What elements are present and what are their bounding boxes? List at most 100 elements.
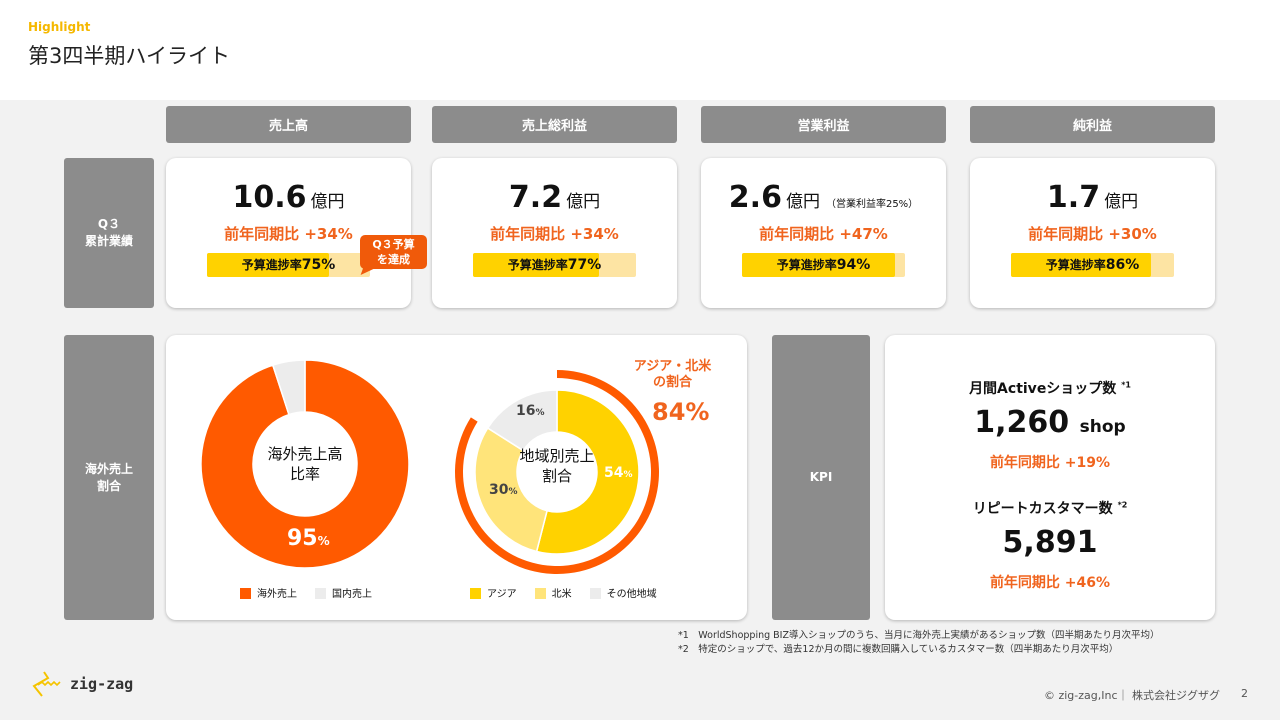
metric-yoy: 前年同期比 +30%: [1028, 225, 1157, 243]
footnote: *1 WorldShopping BIZ導入ショップのうち、当月に海外売上実績が…: [678, 630, 1160, 641]
budget-progress-fill: [1011, 253, 1152, 277]
label-other: 16%: [516, 403, 545, 419]
shops-unit: shop: [1079, 417, 1126, 437]
eyebrow: Highlight: [28, 20, 91, 34]
shops-yoy: 前年同期比 +19%: [989, 455, 1111, 471]
donut2-title: 地域別売上 割合: [519, 447, 595, 485]
donut1-label: 95%: [287, 526, 330, 551]
shops-label-row: 月間Activeショップ数 *1: [885, 378, 1215, 398]
donut1-slice-1: [271, 359, 306, 416]
metric-card: 2.6 億円 （営業利益率25%） 前年同期比 +47% 予算進捗率94%: [701, 158, 946, 308]
budget-progress-fill: [742, 253, 896, 277]
budget-label: 予算進捗率: [1045, 258, 1106, 272]
donut2-slice-1: [474, 427, 548, 553]
budget-progress-bar: 予算進捗率75%: [207, 253, 370, 277]
metric-value-row: 10.6 億円: [166, 180, 411, 215]
col-net-profit: 純利益: [970, 106, 1215, 143]
metric-card: 10.6 億円 前年同期比 +34% 予算進捗率75%: [166, 158, 411, 308]
repeat-yoy: 前年同期比 +46%: [989, 575, 1111, 591]
budget-achieved-callout: Q３予算 を達成: [360, 235, 427, 269]
repeat-label-row: リピートカスタマー数 *2: [885, 498, 1215, 518]
legend-label: アジア: [487, 589, 517, 600]
repeat-mark: *2: [1117, 500, 1128, 510]
legend-label: 海外売上: [257, 589, 297, 600]
budget-progress-bar: 予算進捗率86%: [1011, 253, 1174, 277]
logo: zig-zag: [32, 670, 133, 698]
budget-value: 77%: [567, 257, 602, 273]
shops-mark: *1: [1121, 380, 1131, 390]
legend-item: その他地域: [589, 585, 657, 600]
donut1-value: 95: [287, 526, 318, 551]
metric-yoy: 前年同期比 +34%: [490, 225, 619, 243]
metric-value: 10.6: [232, 180, 307, 215]
footnotes: *1 WorldShopping BIZ導入ショップのうち、当月に海外売上実績が…: [678, 629, 1159, 657]
unit: %: [623, 470, 633, 480]
row-label-q3: Q３ 累計業績: [64, 158, 154, 308]
budget-value: 94%: [836, 257, 871, 273]
legend-item: 海外売上: [240, 585, 297, 600]
legend-label: その他地域: [606, 589, 657, 600]
shops-label: 月間Activeショップ数: [969, 381, 1117, 397]
budget-progress-label: 予算進捗率77%: [473, 253, 636, 277]
col-sales: 売上高: [166, 106, 411, 143]
legend-item: アジア: [470, 585, 517, 600]
unit: %: [535, 408, 545, 418]
metric-value: 2.6: [728, 180, 782, 215]
donut2-slice-2: [486, 389, 558, 452]
repeat-value: 5,891: [1002, 525, 1098, 560]
label-asia: 54%: [604, 465, 633, 481]
metric-value-row: 1.7 億円: [970, 180, 1215, 215]
footnote: *2 特定のショップで、過去12か月の間に複数回購入しているカスタマー数（四半期…: [678, 644, 1119, 655]
copyright: © zig-zag,Inc｜ 株式会社ジグザグ: [1043, 689, 1220, 702]
legend-label: 北米: [551, 589, 572, 600]
metric-card: 1.7 億円 前年同期比 +30% 予算進捗率86%: [970, 158, 1215, 308]
value-other: 16: [516, 403, 536, 419]
legend-donut1: 海外売上 国内売上: [240, 585, 372, 600]
budget-value: 75%: [301, 257, 336, 273]
budget-value: 86%: [1105, 257, 1140, 273]
budget-progress-label: 予算進捗率75%: [207, 253, 370, 277]
donut2-slice-0: [535, 389, 640, 555]
budget-label: 予算進捗率: [507, 258, 568, 272]
value-asia: 54: [604, 465, 624, 481]
col-gross-profit: 売上総利益: [432, 106, 677, 143]
repeat-label: リピートカスタマー数: [972, 501, 1113, 517]
donut1-title: 海外売上高 比率: [267, 445, 343, 483]
budget-progress-label: 予算進捗率86%: [1011, 253, 1174, 277]
legend-label: 国内売上: [332, 589, 372, 600]
col-operating-profit: 営業利益: [701, 106, 946, 143]
donut1-unit: %: [317, 534, 330, 548]
budget-progress-label: 予算進捗率94%: [742, 253, 905, 277]
highlight-label: アジア・北米 の割合: [633, 359, 712, 390]
donut1-slice-0: [200, 359, 410, 569]
metric-value-row: 2.6 億円 （営業利益率25%）: [701, 180, 946, 215]
metric-note: （営業利益率25%）: [825, 199, 919, 210]
legend-item: 国内売上: [315, 585, 372, 600]
highlight-value: 84%: [652, 398, 710, 426]
metric-unit: 億円: [310, 192, 345, 212]
label-na: 30%: [489, 482, 518, 498]
metric-value-row: 7.2 億円: [432, 180, 677, 215]
logo-text: zig-zag: [70, 675, 134, 693]
shops-value-row: 1,260 shop: [885, 405, 1215, 440]
legend-item: 北米: [534, 585, 572, 600]
kpi-card: [885, 335, 1215, 620]
metric-unit: 億円: [785, 192, 820, 212]
budget-label: 予算進捗率: [241, 258, 302, 272]
metric-unit: 億円: [566, 192, 601, 212]
budget-label: 予算進捗率: [776, 258, 837, 272]
row-label-kpi: KPI: [772, 335, 870, 620]
metric-yoy: 前年同期比 +47%: [759, 225, 888, 243]
value-na: 30: [489, 482, 509, 498]
row-label-overseas: 海外売上 割合: [64, 335, 154, 620]
legend-donut2: アジア 北米 その他地域: [470, 585, 657, 600]
zigzag-logo-icon: [32, 671, 61, 697]
metric-yoy: 前年同期比 +34%: [224, 225, 353, 243]
metric-card: 7.2 億円 前年同期比 +34% 予算進捗率77%: [432, 158, 677, 308]
metric-value: 1.7: [1046, 180, 1101, 215]
page-number: 2: [1241, 687, 1248, 700]
budget-progress-bar: 予算進捗率94%: [742, 253, 905, 277]
metric-unit: 億円: [1104, 192, 1139, 212]
header: Highlight 第3四半期ハイライト: [0, 0, 1280, 100]
